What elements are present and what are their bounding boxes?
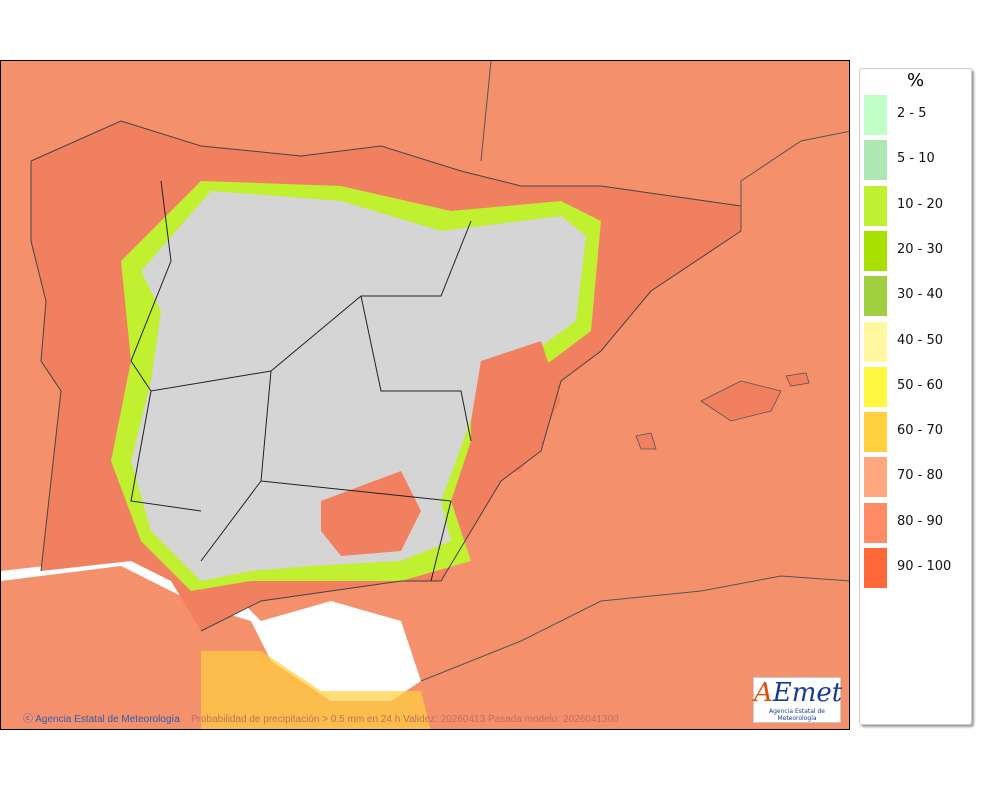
legend-label: 50 - 60 — [897, 377, 944, 393]
legend-item: 10 - 20 — [864, 185, 964, 226]
legend-item: 40 - 50 — [864, 321, 964, 362]
legend-swatch — [864, 412, 887, 453]
legend-swatch — [864, 548, 887, 588]
rain-pocket-se — [321, 471, 421, 556]
legend-unit: % — [906, 70, 925, 91]
legend-label: 30 - 40 — [897, 287, 944, 303]
dry-interior — [131, 191, 586, 581]
legend-swatch — [864, 276, 887, 317]
legend-item: 2 - 5 — [864, 95, 964, 135]
legend-label: 60 - 70 — [897, 423, 944, 439]
aemet-logo: AEmet Agencia Estatal de Meteorología — [753, 677, 843, 723]
credit-text: Agencia Estatal de Meteorología — [35, 714, 180, 725]
mallorca — [700, 380, 782, 422]
legend-label: 70 - 80 — [897, 468, 944, 484]
legend-swatch — [864, 140, 887, 181]
legend-label: 2 - 5 — [897, 106, 927, 121]
legend-label: 5 - 10 — [897, 151, 935, 167]
legend: % 2 - 5 5 - 10 10 - 20 20 - 30 30 - 40 40 - 5… — [859, 68, 972, 725]
map-caption: Probabilidad de precipitación > 0.5 mm e… — [191, 714, 619, 725]
menorca — [785, 372, 810, 387]
africa-coast — [420, 575, 849, 682]
legend-item: 20 - 30 — [864, 230, 964, 271]
legend-item: 80 - 90 — [864, 502, 964, 543]
coastline — [30, 120, 742, 632]
rain-pocket-east — [471, 341, 561, 481]
ibiza — [635, 432, 657, 450]
no-data-africa — [1, 556, 421, 701]
agency-credit: ⓒ Agencia Estatal de Meteorología — [23, 714, 180, 725]
legend-label: 40 - 50 — [897, 332, 944, 348]
legend-swatch — [864, 230, 887, 271]
legend-label: 80 - 90 — [897, 513, 944, 529]
logo-mark: AEmet — [754, 678, 843, 708]
logo-subtitle: Agencia Estatal de Meteorología — [768, 708, 825, 722]
legend-item: 50 - 60 — [864, 366, 964, 407]
legend-item: 70 - 80 — [864, 457, 964, 498]
region-borders — [130, 180, 472, 582]
legend-swatch — [864, 457, 887, 498]
legend-item: 90 - 100 — [864, 548, 964, 588]
legend-item: 30 - 40 — [864, 276, 964, 317]
map-canvas — [1, 61, 849, 729]
legend-swatch — [864, 502, 887, 543]
legend-swatch — [864, 185, 887, 226]
legend-label: 20 - 30 — [897, 241, 944, 257]
legend-label: 90 - 100 — [897, 559, 952, 574]
legend-swatch — [864, 95, 887, 135]
legend-swatch — [864, 366, 887, 407]
legend-swatch — [864, 321, 887, 362]
legend-item: 5 - 10 — [864, 140, 964, 181]
france-coast — [480, 61, 849, 231]
north-africa-band — [201, 651, 431, 729]
legend-label: 10 - 20 — [897, 196, 944, 212]
legend-item: 60 - 70 — [864, 412, 964, 453]
probability-map: ⓒ Agencia Estatal de Meteorología Probab… — [0, 60, 850, 730]
